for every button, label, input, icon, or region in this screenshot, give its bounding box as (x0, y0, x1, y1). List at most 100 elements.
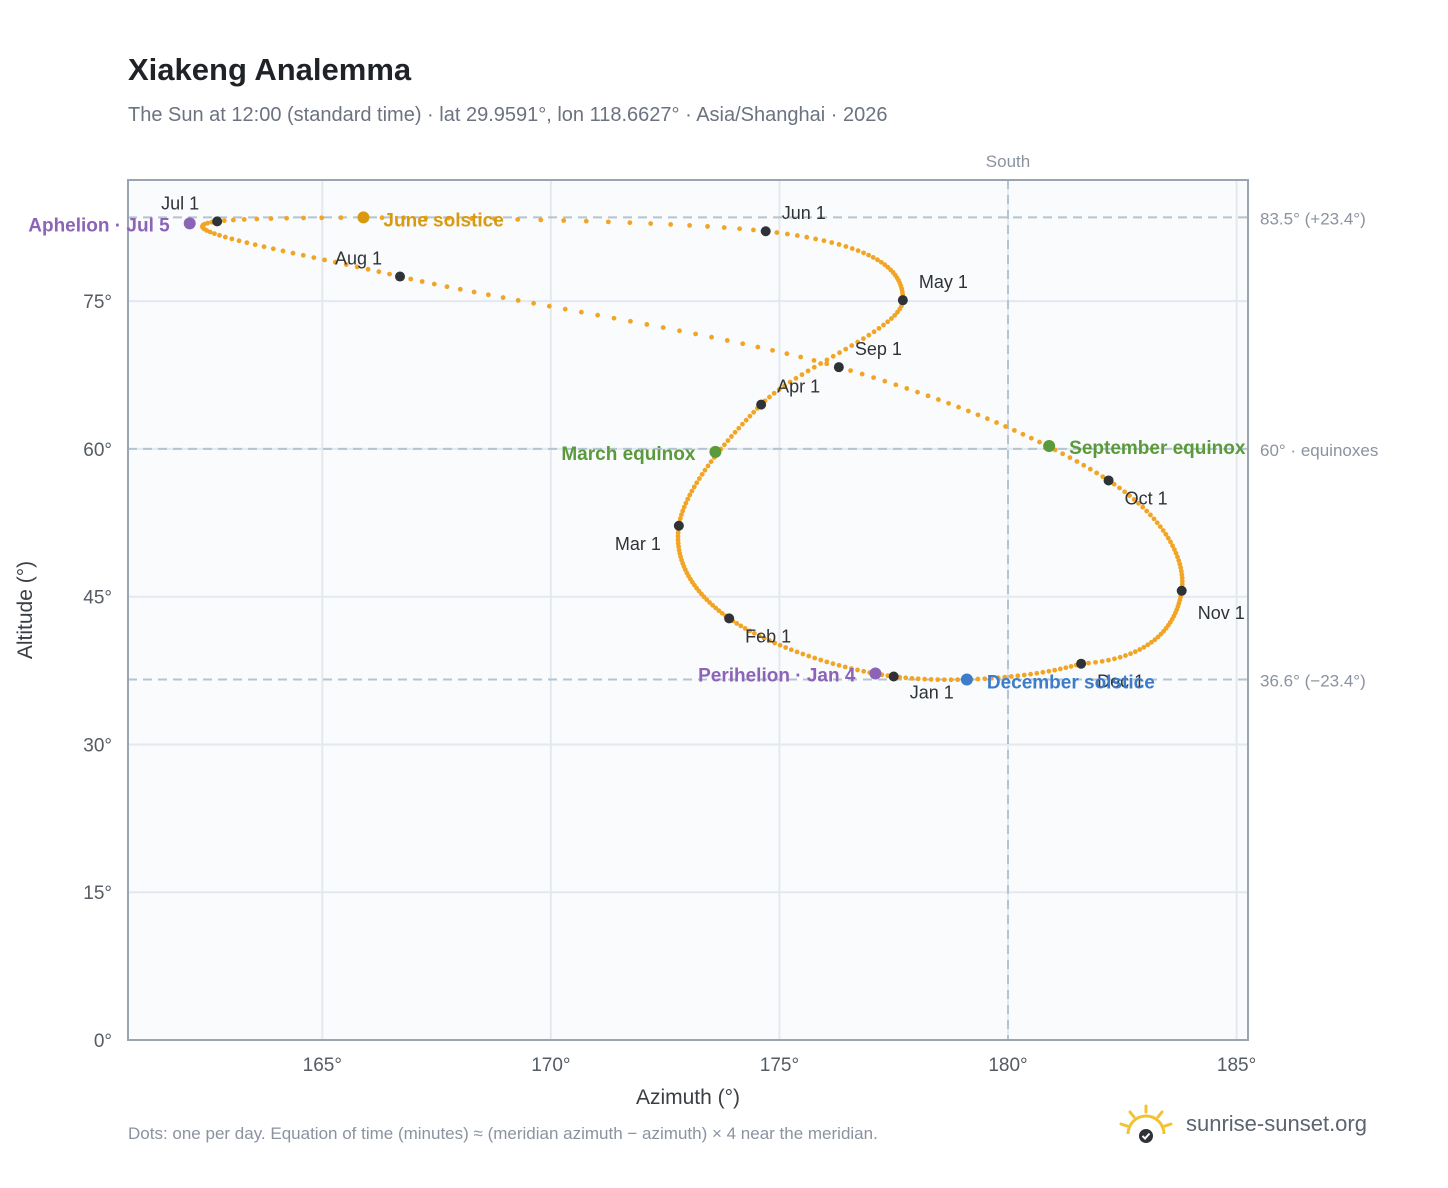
daily-dot (1094, 470, 1100, 476)
daily-dot (787, 379, 793, 385)
daily-dot (1145, 642, 1151, 648)
daily-dot (311, 255, 317, 260)
daily-dot (605, 219, 611, 225)
daily-dot (866, 252, 872, 258)
daily-dot (756, 633, 762, 639)
daily-dot (379, 215, 385, 221)
daily-dot (284, 215, 290, 221)
daily-dot (457, 286, 463, 292)
daily-dot (387, 271, 392, 277)
daily-dot (989, 675, 994, 681)
daily-dot (843, 346, 849, 352)
daily-dot (1068, 664, 1074, 669)
month-label: Nov 1 (1198, 603, 1245, 623)
daily-dot (771, 390, 777, 396)
daily-dot (354, 264, 360, 270)
month-label: Jul 1 (161, 193, 199, 213)
brand-logo[interactable]: sunrise-sunset.org (1118, 1100, 1367, 1148)
daily-dot (861, 250, 866, 256)
daily-dot (805, 368, 811, 374)
daily-dot (737, 226, 742, 232)
daily-dot (675, 530, 681, 536)
daily-dot (595, 312, 601, 318)
daily-dot (935, 677, 941, 683)
daily-dot (301, 215, 306, 221)
daily-dot (431, 281, 437, 287)
daily-dot (747, 628, 753, 634)
month-label: Oct 1 (1125, 488, 1168, 508)
brand-text[interactable]: sunrise-sunset.org (1186, 1111, 1367, 1136)
daily-dot (693, 331, 699, 337)
daily-dot (1099, 658, 1105, 664)
daily-dot (261, 244, 267, 250)
daily-dot (562, 306, 568, 312)
daily-dot (689, 488, 695, 494)
daily-dot (876, 325, 882, 331)
daily-dot (849, 246, 855, 251)
daily-dot (578, 309, 584, 315)
daily-dot (1132, 649, 1138, 655)
daily-dot (268, 216, 274, 221)
daily-dot (365, 266, 371, 272)
daily-dot (280, 248, 286, 254)
daily-dot (1131, 497, 1137, 502)
daily-dot (855, 339, 861, 345)
daily-dot (948, 677, 954, 683)
daily-dot (1165, 535, 1171, 541)
daily-dot (829, 240, 835, 245)
daily-dot (882, 262, 888, 268)
month-label: Apr 1 (777, 377, 820, 397)
month-label: Dec 1 (1097, 672, 1144, 692)
daily-dot (818, 657, 824, 663)
daily-dot (783, 645, 789, 650)
month-marker (212, 216, 223, 227)
daily-dot (644, 322, 650, 327)
daily-dot (677, 328, 682, 334)
daily-dot (848, 666, 854, 671)
daily-dot (675, 540, 681, 546)
y-tick-label: 0° (94, 1031, 112, 1052)
daily-dot (675, 533, 681, 539)
daily-dot (1052, 667, 1058, 673)
month-marker (756, 399, 767, 410)
daily-dot (716, 608, 722, 614)
daily-dot (546, 303, 552, 309)
daily-dot (859, 371, 865, 377)
daily-dot (824, 357, 830, 363)
daily-dot (747, 413, 753, 419)
daily-dot (515, 298, 521, 303)
daily-dot (915, 389, 920, 395)
daily-dot (806, 653, 812, 659)
daily-dot (236, 238, 242, 244)
daily-dot (668, 222, 674, 227)
daily-dot (1122, 489, 1128, 495)
daily-dot (1128, 651, 1133, 657)
daily-dot (995, 675, 1001, 681)
event-marker (869, 667, 882, 680)
event-label: Aphelion · Jul 5 (28, 215, 170, 236)
daily-dot (1063, 665, 1069, 671)
daily-dot (419, 279, 425, 284)
daily-dot (975, 676, 981, 682)
daily-dot (583, 218, 589, 224)
daily-dot (561, 218, 567, 223)
daily-dot (724, 338, 730, 343)
daily-dot (1081, 462, 1087, 468)
daily-dot (1028, 435, 1034, 441)
month-marker (833, 362, 844, 373)
plot-background (128, 180, 1248, 1040)
daily-dot (871, 375, 876, 380)
daily-dot (492, 216, 497, 222)
daily-dot (1100, 474, 1106, 480)
daily-dot (915, 676, 921, 682)
daily-dot (812, 655, 818, 661)
daily-dot (882, 378, 888, 384)
daily-dot (1015, 673, 1021, 679)
daily-dot (1137, 647, 1143, 652)
daily-dot (866, 332, 872, 338)
daily-dot (290, 250, 296, 256)
daily-dot (471, 289, 477, 295)
daily-dot (743, 417, 749, 423)
event-marker (357, 211, 370, 224)
daily-dot (469, 216, 474, 221)
